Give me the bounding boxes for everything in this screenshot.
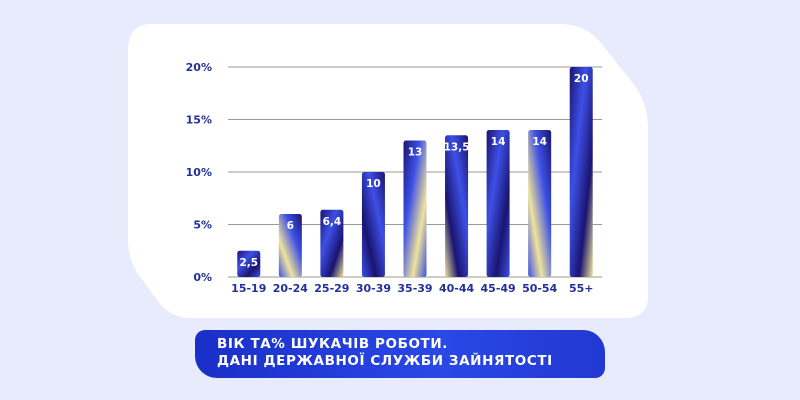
x-tick-label: 55+ [569, 282, 594, 295]
x-axis-ticks: 15-19 20-24 25-29 30-39 35-39 40-44 45-49 50-54… [231, 282, 593, 295]
x-tick-label: 15-19 [231, 282, 266, 295]
y-tick-label: 15% [186, 114, 212, 127]
x-tick-label: 30-39 [356, 282, 391, 295]
data-label: 13 [408, 147, 423, 159]
x-tick-label: 25-29 [314, 282, 349, 295]
bar-55+ [569, 67, 593, 277]
data-label: 6 [287, 220, 294, 232]
data-label: 20 [574, 73, 589, 85]
bars: 2,5 6 6,4 10 13 13,5 14 14 20 [237, 67, 593, 277]
bar-25-29 [320, 209, 344, 277]
bar-45-49 [486, 130, 510, 277]
x-tick-label: 35-39 [397, 282, 432, 295]
y-tick-label: 10% [186, 166, 212, 179]
bar-35-39 [403, 140, 427, 277]
data-label: 13,5 [444, 141, 470, 153]
x-tick-label: 50-54 [522, 282, 558, 295]
data-label: 10 [366, 178, 381, 190]
x-tick-label: 20-24 [273, 282, 309, 295]
caption-banner: ВІК ТА% ШУКАЧІВ РОБОТИ. ДАНІ ДЕРЖАВНОЇ С… [195, 330, 605, 378]
bar-40-44 [445, 135, 469, 277]
y-tick-label: 0% [193, 271, 212, 284]
data-label: 14 [532, 136, 547, 148]
y-tick-label: 5% [193, 219, 212, 232]
data-label: 6,4 [323, 216, 342, 228]
data-label: 2,5 [239, 257, 258, 269]
card-background [128, 24, 648, 318]
bar-50-54 [528, 130, 552, 277]
x-tick-label: 40-44 [439, 282, 475, 295]
caption-line-2: ДАНІ ДЕРЖАВНОЇ СЛУЖБИ ЗАЙНЯТОСТІ [217, 353, 553, 369]
bar-20-24 [278, 214, 302, 277]
caption-line-1: ВІК ТА% ШУКАЧІВ РОБОТИ. [217, 336, 448, 352]
bar-15-19 [237, 250, 261, 277]
bar-30-39 [361, 172, 385, 277]
y-axis-ticks: 0% 5% 10% 15% 20% [186, 61, 212, 284]
x-tick-label: 45-49 [481, 282, 516, 295]
y-tick-label: 20% [186, 61, 212, 74]
data-label: 14 [491, 136, 506, 148]
